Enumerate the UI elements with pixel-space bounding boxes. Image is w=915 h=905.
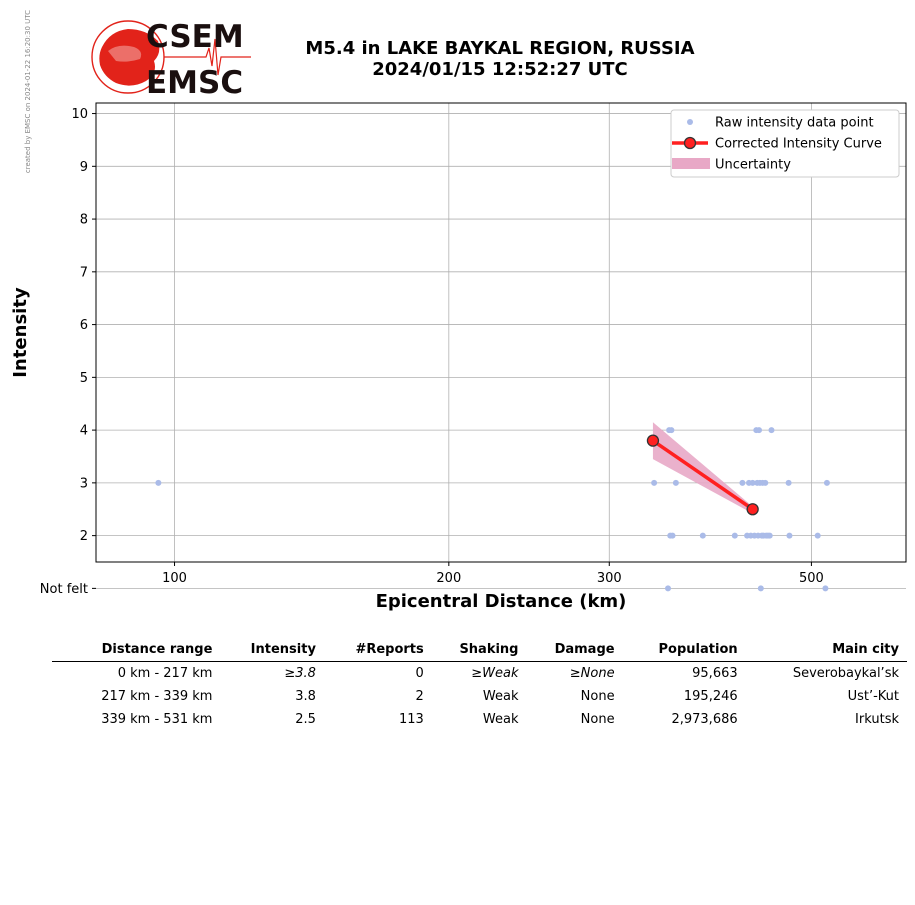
table-cell: 3.8: [295, 689, 316, 704]
raw-data-point: [731, 532, 738, 539]
table-cell: 2: [415, 689, 424, 704]
table-cell: Severobaykal’sk: [792, 666, 899, 681]
legend-curve-marker: [683, 136, 697, 150]
y-tick-label: Not felt: [40, 582, 88, 597]
corrected-intensity-point: [646, 434, 660, 447]
emsc-logo: CSEM EMSC: [91, 19, 251, 99]
table-cell: 217 km - 339 km: [101, 689, 213, 704]
table-cell: 0 km - 217 km: [117, 666, 213, 681]
raw-data-point: [669, 532, 676, 539]
raw-data-point: [699, 532, 706, 539]
table-row: 217 km - 339 km 3.8 2 Weak None 195,246 Ust’-K…: [52, 685, 907, 708]
y-tick-label: 5: [80, 371, 88, 386]
raw-data-point: [822, 585, 829, 592]
raw-data-point: [766, 532, 773, 539]
title-event: M5.4 in LAKE BAYKAL REGION, RUSSIA: [305, 38, 695, 59]
column-header: Intensity: [220, 640, 324, 662]
chart-legend: Raw intensity data point Corrected Intens…: [670, 109, 900, 178]
x-tick-label: 200: [436, 571, 461, 586]
table-row: 339 km - 531 km 2.5 113 Weak None 2,973,686 Ir…: [52, 708, 907, 731]
table-cell: Irkutsk: [855, 712, 899, 727]
chart-title: M5.4 in LAKE BAYKAL REGION, RUSSIA 2024/…: [250, 38, 750, 80]
table-cell: 339 km - 531 km: [101, 712, 213, 727]
raw-data-point: [665, 585, 672, 592]
legend-label: Raw intensity data point: [715, 116, 874, 131]
column-header: Main city: [745, 640, 907, 662]
column-header: #Reports: [323, 640, 432, 662]
logo-text-csem: CSEM: [146, 19, 244, 55]
y-tick-label: 7: [80, 265, 88, 280]
column-header: Distance range: [52, 640, 221, 662]
raw-data-point: [785, 479, 792, 486]
table-cell: Weak: [482, 712, 519, 727]
table-cell: None: [580, 689, 615, 704]
table-cell: 195,246: [683, 689, 738, 704]
table-cell: None: [580, 712, 615, 727]
column-header: Damage: [526, 640, 623, 662]
legend-label: Corrected Intensity Curve: [715, 137, 882, 152]
intensity-summary-table: Distance range Intensity #Reports Shaking Da…: [52, 640, 907, 731]
raw-data-point: [768, 427, 775, 434]
x-tick-label: 300: [597, 571, 622, 586]
column-header: Population: [622, 640, 746, 662]
x-axis-label: Epicentral Distance (km): [376, 591, 627, 612]
raw-data-point: [786, 532, 793, 539]
corrected-intensity-point: [746, 503, 759, 516]
legend-raw-marker: [687, 119, 693, 125]
y-tick-label: 10: [71, 107, 88, 122]
y-axis-label: Intensity: [10, 287, 31, 378]
x-tick-label: 500: [799, 571, 824, 586]
raw-data-point: [668, 427, 675, 434]
table-cell: 113: [398, 712, 424, 727]
legend-uncertainty-swatch: [672, 158, 710, 169]
raw-data-point: [749, 479, 756, 486]
table-cell: 2.5: [295, 712, 316, 727]
raw-data-point: [756, 427, 763, 434]
table-cell: ≥None: [569, 666, 615, 681]
table-cell: Ust’-Kut: [847, 689, 899, 704]
corrected-intensity-line: [651, 439, 754, 511]
raw-data-point: [814, 532, 821, 539]
raw-data-point: [739, 479, 746, 486]
plot-frame: [95, 102, 907, 563]
logo-text-emsc: EMSC: [146, 65, 243, 99]
column-header: Shaking: [431, 640, 527, 662]
raw-data-point: [155, 479, 162, 486]
title-datetime: 2024/01/15 12:52:27 UTC: [372, 59, 628, 80]
intensity-chart: Not felt 2 3 4 5 6 7 8 9 10 100 200 300 500 Epicentral…: [10, 102, 907, 612]
table-header-row: Distance range Intensity #Reports Shaking Da…: [52, 640, 907, 662]
y-tick-label: 9: [80, 160, 88, 175]
legend-box: [670, 109, 900, 178]
legend-label: Uncertainty: [715, 158, 791, 173]
table-cell: 95,663: [692, 666, 738, 681]
x-tick-label: 100: [162, 571, 187, 586]
raw-data-point: [651, 479, 658, 486]
raw-data-point: [823, 479, 830, 486]
raw-data-point: [757, 585, 764, 592]
raw-data-point: [672, 479, 679, 486]
table-cell: ≥Weak: [471, 666, 519, 681]
table-cell: 0: [415, 666, 424, 681]
table-cell: Weak: [482, 689, 519, 704]
y-tick-label: 6: [80, 318, 88, 333]
table-cell: 2,973,686: [671, 712, 738, 727]
table-body: 0 km - 217 km ≥3.8 0 ≥Weak ≥None 95,663 Severo…: [52, 662, 907, 732]
raw-data-point: [762, 479, 769, 486]
y-tick-label: 2: [80, 529, 88, 544]
y-tick-label: 4: [80, 424, 88, 439]
table-cell: ≥3.8: [284, 666, 316, 681]
y-tick-label: 3: [80, 476, 88, 491]
table-row: 0 km - 217 km ≥3.8 0 ≥Weak ≥None 95,663 Severo…: [52, 662, 907, 686]
y-tick-label: 8: [80, 213, 88, 228]
